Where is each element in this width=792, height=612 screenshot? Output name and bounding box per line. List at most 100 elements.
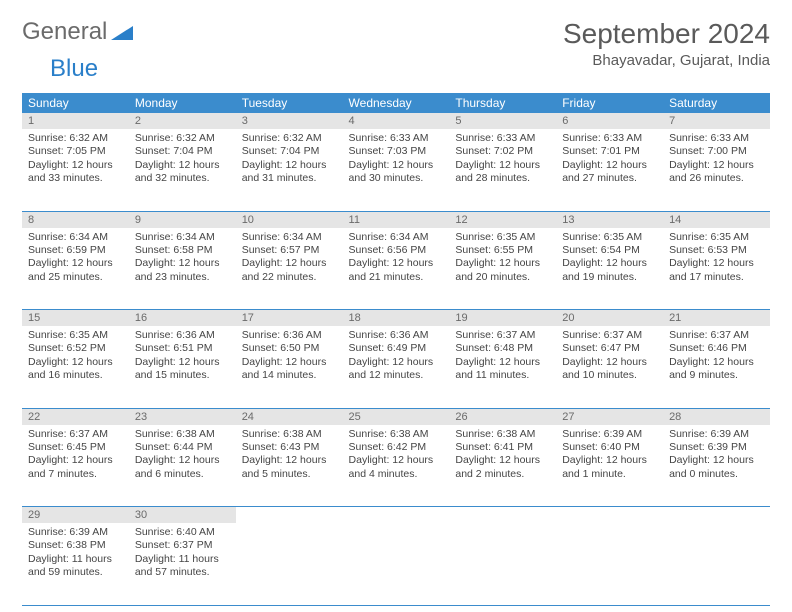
day-cell: Sunrise: 6:39 AMSunset: 6:39 PMDaylight:…	[663, 425, 770, 507]
sunrise-line: Sunrise: 6:33 AM	[562, 132, 657, 145]
day-number-cell: 15	[22, 310, 129, 327]
sunset-line: Sunset: 6:57 PM	[242, 244, 337, 257]
day-cell: Sunrise: 6:39 AMSunset: 6:38 PMDaylight:…	[22, 523, 129, 605]
daylight-line: Daylight: 12 hours and 4 minutes.	[349, 454, 444, 481]
sunrise-line: Sunrise: 6:36 AM	[349, 329, 444, 342]
sunset-line: Sunset: 6:40 PM	[562, 441, 657, 454]
calendar-table: Sunday Monday Tuesday Wednesday Thursday…	[22, 93, 770, 606]
day-cell: Sunrise: 6:33 AMSunset: 7:03 PMDaylight:…	[343, 129, 450, 211]
day-body-row: Sunrise: 6:34 AMSunset: 6:59 PMDaylight:…	[22, 228, 770, 310]
sunrise-line: Sunrise: 6:32 AM	[242, 132, 337, 145]
sunrise-line: Sunrise: 6:40 AM	[135, 526, 230, 539]
day-number-cell: 1	[22, 113, 129, 129]
day-cell-body: Sunrise: 6:34 AMSunset: 6:58 PMDaylight:…	[129, 228, 236, 291]
daylight-line: Daylight: 12 hours and 31 minutes.	[242, 159, 337, 186]
daylight-line: Daylight: 11 hours and 57 minutes.	[135, 553, 230, 580]
sunset-line: Sunset: 6:39 PM	[669, 441, 764, 454]
day-number-cell: 30	[129, 507, 236, 524]
sunrise-line: Sunrise: 6:33 AM	[455, 132, 550, 145]
day-number-cell: 18	[343, 310, 450, 327]
day-cell-body: Sunrise: 6:37 AMSunset: 6:47 PMDaylight:…	[556, 326, 663, 389]
logo-word-1: General	[22, 18, 107, 46]
logo-word-2: Blue	[50, 55, 98, 83]
sunset-line: Sunset: 7:00 PM	[669, 145, 764, 158]
day-cell: Sunrise: 6:35 AMSunset: 6:54 PMDaylight:…	[556, 228, 663, 310]
sunset-line: Sunset: 6:42 PM	[349, 441, 444, 454]
day-cell: Sunrise: 6:35 AMSunset: 6:53 PMDaylight:…	[663, 228, 770, 310]
day-number-cell: 10	[236, 211, 343, 228]
day-cell-body: Sunrise: 6:34 AMSunset: 6:57 PMDaylight:…	[236, 228, 343, 291]
day-cell: Sunrise: 6:35 AMSunset: 6:52 PMDaylight:…	[22, 326, 129, 408]
sunset-line: Sunset: 6:45 PM	[28, 441, 123, 454]
sunrise-line: Sunrise: 6:37 AM	[562, 329, 657, 342]
day-cell: Sunrise: 6:38 AMSunset: 6:43 PMDaylight:…	[236, 425, 343, 507]
day-number-cell: 16	[129, 310, 236, 327]
day-cell: Sunrise: 6:38 AMSunset: 6:41 PMDaylight:…	[449, 425, 556, 507]
day-cell: Sunrise: 6:39 AMSunset: 6:40 PMDaylight:…	[556, 425, 663, 507]
day-cell-body: Sunrise: 6:35 AMSunset: 6:53 PMDaylight:…	[663, 228, 770, 291]
sunset-line: Sunset: 6:55 PM	[455, 244, 550, 257]
sunset-line: Sunset: 7:03 PM	[349, 145, 444, 158]
day-number-row: 22232425262728	[22, 408, 770, 425]
sunset-line: Sunset: 6:38 PM	[28, 539, 123, 552]
day-cell	[556, 523, 663, 605]
sunset-line: Sunset: 7:02 PM	[455, 145, 550, 158]
sunrise-line: Sunrise: 6:34 AM	[28, 231, 123, 244]
sunset-line: Sunset: 6:44 PM	[135, 441, 230, 454]
sunset-line: Sunset: 6:56 PM	[349, 244, 444, 257]
sunset-line: Sunset: 6:59 PM	[28, 244, 123, 257]
daylight-line: Daylight: 12 hours and 16 minutes.	[28, 356, 123, 383]
sunrise-line: Sunrise: 6:32 AM	[28, 132, 123, 145]
day-cell-body: Sunrise: 6:38 AMSunset: 6:44 PMDaylight:…	[129, 425, 236, 488]
sunrise-line: Sunrise: 6:35 AM	[455, 231, 550, 244]
day-number-cell: 22	[22, 408, 129, 425]
daylight-line: Daylight: 12 hours and 5 minutes.	[242, 454, 337, 481]
day-cell: Sunrise: 6:37 AMSunset: 6:46 PMDaylight:…	[663, 326, 770, 408]
daylight-line: Daylight: 12 hours and 23 minutes.	[135, 257, 230, 284]
sunset-line: Sunset: 6:53 PM	[669, 244, 764, 257]
sunrise-line: Sunrise: 6:39 AM	[28, 526, 123, 539]
day-cell: Sunrise: 6:33 AMSunset: 7:00 PMDaylight:…	[663, 129, 770, 211]
day-number-cell	[449, 507, 556, 524]
sunrise-line: Sunrise: 6:34 AM	[242, 231, 337, 244]
daylight-line: Daylight: 12 hours and 6 minutes.	[135, 454, 230, 481]
daylight-line: Daylight: 11 hours and 59 minutes.	[28, 553, 123, 580]
sunrise-line: Sunrise: 6:35 AM	[28, 329, 123, 342]
weekday-header: Wednesday	[343, 93, 450, 113]
sunrise-line: Sunrise: 6:35 AM	[669, 231, 764, 244]
daylight-line: Daylight: 12 hours and 25 minutes.	[28, 257, 123, 284]
day-number-cell: 27	[556, 408, 663, 425]
day-cell-body: Sunrise: 6:33 AMSunset: 7:00 PMDaylight:…	[663, 129, 770, 192]
daylight-line: Daylight: 12 hours and 17 minutes.	[669, 257, 764, 284]
day-cell-body: Sunrise: 6:39 AMSunset: 6:40 PMDaylight:…	[556, 425, 663, 488]
day-number-cell: 24	[236, 408, 343, 425]
sunrise-line: Sunrise: 6:37 AM	[455, 329, 550, 342]
day-number-row: 15161718192021	[22, 310, 770, 327]
sunset-line: Sunset: 6:50 PM	[242, 342, 337, 355]
day-cell: Sunrise: 6:34 AMSunset: 6:57 PMDaylight:…	[236, 228, 343, 310]
daylight-line: Daylight: 12 hours and 22 minutes.	[242, 257, 337, 284]
day-number-cell: 6	[556, 113, 663, 129]
daylight-line: Daylight: 12 hours and 20 minutes.	[455, 257, 550, 284]
day-number-cell: 5	[449, 113, 556, 129]
day-cell-body: Sunrise: 6:32 AMSunset: 7:04 PMDaylight:…	[129, 129, 236, 192]
daylight-line: Daylight: 12 hours and 11 minutes.	[455, 356, 550, 383]
sunrise-line: Sunrise: 6:33 AM	[669, 132, 764, 145]
sunrise-line: Sunrise: 6:39 AM	[562, 428, 657, 441]
day-cell-body: Sunrise: 6:37 AMSunset: 6:46 PMDaylight:…	[663, 326, 770, 389]
location-subtitle: Bhayavadar, Gujarat, India	[563, 52, 770, 69]
daylight-line: Daylight: 12 hours and 10 minutes.	[562, 356, 657, 383]
sunset-line: Sunset: 6:58 PM	[135, 244, 230, 257]
daylight-line: Daylight: 12 hours and 28 minutes.	[455, 159, 550, 186]
daylight-line: Daylight: 12 hours and 2 minutes.	[455, 454, 550, 481]
sunset-line: Sunset: 7:05 PM	[28, 145, 123, 158]
day-cell-body: Sunrise: 6:33 AMSunset: 7:02 PMDaylight:…	[449, 129, 556, 192]
day-cell-body: Sunrise: 6:36 AMSunset: 6:51 PMDaylight:…	[129, 326, 236, 389]
day-cell-body: Sunrise: 6:34 AMSunset: 6:59 PMDaylight:…	[22, 228, 129, 291]
day-cell: Sunrise: 6:36 AMSunset: 6:49 PMDaylight:…	[343, 326, 450, 408]
sunset-line: Sunset: 7:01 PM	[562, 145, 657, 158]
day-cell-body: Sunrise: 6:37 AMSunset: 6:45 PMDaylight:…	[22, 425, 129, 488]
sunrise-line: Sunrise: 6:36 AM	[242, 329, 337, 342]
day-number-cell: 20	[556, 310, 663, 327]
day-number-cell: 13	[556, 211, 663, 228]
